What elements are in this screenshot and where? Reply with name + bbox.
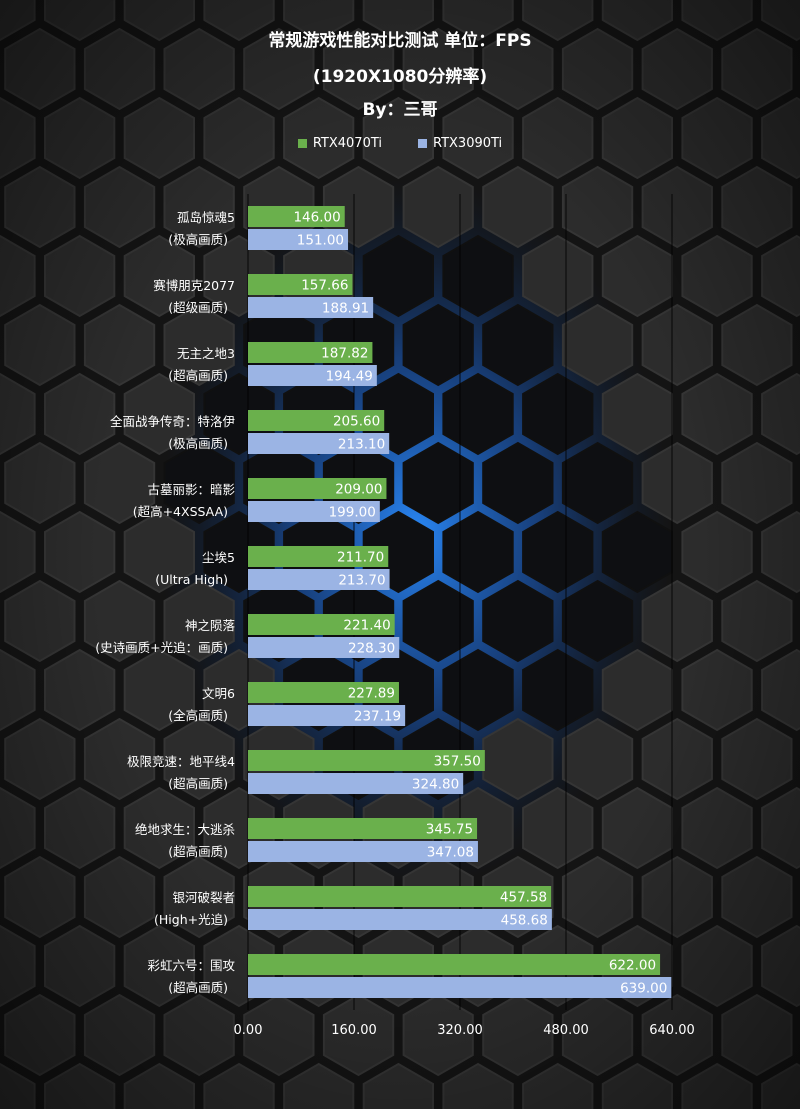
category-setting-label: (超高画质) (168, 776, 228, 791)
category-setting-label: (极高画质) (168, 232, 228, 247)
bar-rtx4070ti (248, 206, 345, 227)
data-label: 187.82 (321, 346, 368, 362)
category-setting-label: (Ultra High) (155, 572, 228, 587)
data-label: 357.50 (434, 754, 481, 770)
category-setting-label: (超高画质) (168, 980, 228, 995)
data-label: 209.00 (335, 482, 382, 498)
data-label: 188.91 (322, 301, 369, 317)
bar-rtx4070ti (248, 750, 485, 771)
chart-title: 常规游戏性能对比测试 单位：FPS (268, 31, 532, 51)
data-label: 213.10 (338, 437, 385, 453)
bar-rtx4070ti (248, 954, 661, 975)
data-label: 228.30 (348, 641, 395, 657)
bar-rtx4070ti (248, 614, 395, 635)
bar-rtx3090ti (248, 841, 478, 862)
data-label: 194.49 (326, 369, 373, 385)
category-label: 赛博朋克2077 (153, 278, 235, 293)
bar-rtx3090ti (248, 773, 464, 794)
bar-rtx3090ti (248, 909, 552, 930)
bar-rtx3090ti (248, 501, 380, 522)
category-setting-label: (史诗画质+光追：画质) (95, 640, 228, 655)
category-label: 银河破裂者 (172, 890, 235, 905)
bar-rtx3090ti (248, 365, 377, 386)
x-tick-label: 320.00 (437, 1023, 483, 1038)
bar-rtx3090ti (248, 229, 349, 250)
category-setting-label: (High+光追) (154, 912, 228, 927)
x-tick-label: 160.00 (331, 1023, 377, 1038)
data-label: 458.68 (501, 913, 548, 929)
bar-rtx4070ti (248, 886, 552, 907)
category-setting-label: (超高画质) (168, 844, 228, 859)
category-setting-label: (超高+4XSSAA) (133, 504, 228, 519)
category-label: 神之陨落 (185, 618, 236, 633)
category-setting-label: (超高画质) (168, 368, 228, 383)
bar-rtx4070ti (248, 546, 389, 567)
category-label: 绝地求生：大逃杀 (135, 822, 235, 837)
data-label: 345.75 (426, 822, 473, 838)
data-label: 227.89 (348, 686, 395, 702)
bar-rtx4070ti (248, 342, 373, 363)
bar-rtx3090ti (248, 433, 390, 454)
x-tick-label: 0.00 (234, 1023, 263, 1038)
bar-rtx3090ti (248, 977, 672, 998)
data-label: 324.80 (412, 777, 459, 793)
data-label: 347.08 (427, 845, 474, 861)
data-label: 221.40 (343, 618, 390, 634)
data-label: 622.00 (609, 958, 656, 974)
data-label: 237.19 (354, 709, 401, 725)
category-label: 彩虹六号：围攻 (147, 958, 235, 973)
data-label: 639.00 (620, 981, 667, 997)
bar-rtx3090ti (248, 569, 390, 590)
legend-item-series-1: RTX4070Ti (297, 136, 382, 151)
category-label: 尘埃5 (202, 550, 235, 565)
chart-author: By：三哥 (362, 100, 438, 120)
category-label: 文明6 (202, 686, 235, 701)
data-label: 199.00 (329, 505, 376, 521)
x-tick-label: 640.00 (649, 1023, 695, 1038)
legend-label-series-1: RTX4070Ti (312, 136, 382, 151)
bar-rtx4070ti (248, 478, 387, 499)
data-label: 213.70 (338, 573, 385, 589)
bar-rtx4070ti (248, 818, 478, 839)
legend-swatch-series-1 (297, 139, 307, 148)
bar-rtx3090ti (248, 297, 374, 318)
data-label: 205.60 (333, 414, 380, 430)
legend-swatch-series-2 (418, 139, 427, 148)
category-setting-label: (极高画质) (168, 436, 228, 451)
category-label: 全面战争传奇：特洛伊 (110, 414, 235, 429)
category-setting-label: (超级画质) (168, 300, 228, 315)
category-setting-label: (全高画质) (168, 708, 228, 723)
category-label: 无主之地3 (177, 346, 235, 361)
category-label: 孤岛惊魂5 (177, 210, 235, 225)
legend-label-series-2: RTX3090Ti (433, 136, 503, 151)
category-label: 极限竞速：地平线4 (127, 754, 235, 769)
legend: RTX4070Ti RTX3090Ti (0, 136, 800, 151)
data-label: 151.00 (297, 233, 344, 249)
data-label: 457.58 (500, 890, 547, 906)
data-label: 157.66 (301, 278, 348, 294)
category-label: 古墓丽影：暗影 (147, 482, 235, 497)
x-tick-label: 480.00 (543, 1023, 589, 1038)
legend-item-series-2: RTX3090Ti (418, 136, 502, 151)
bar-rtx4070ti (248, 410, 385, 431)
data-label: 146.00 (293, 210, 340, 226)
bar-rtx4070ti (248, 682, 399, 703)
chart-subtitle: (1920X1080分辨率) (312, 67, 488, 87)
bar-rtx3090ti (248, 637, 400, 658)
data-label: 211.70 (337, 550, 384, 566)
bar-rtx4070ti (248, 274, 353, 295)
bar-rtx3090ti (248, 705, 406, 726)
